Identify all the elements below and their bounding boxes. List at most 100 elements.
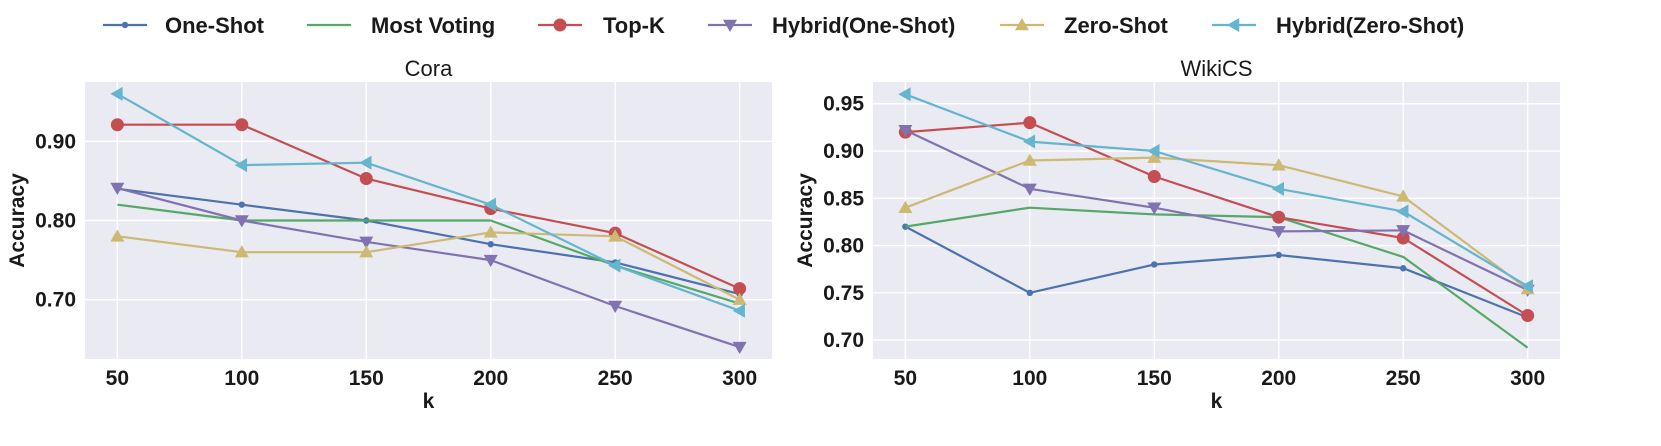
cora-point-one-shot-200 — [487, 241, 494, 248]
legend-item-hybrid-one-shot: Hybrid(One-Shot) — [708, 13, 955, 38]
wikics-series-hybrid-zero-shot — [898, 87, 1533, 294]
wikics-x-tick-50: 50 — [894, 367, 917, 390]
wikics-point-hybrid-one-shot-100 — [1022, 183, 1037, 196]
panel-wikics: 50 100 150 200 250 300 0.70 0.75 0.80 0.85 0.90 0.9… — [794, 56, 1560, 413]
wikics-x-tick-300: 300 — [1510, 367, 1545, 390]
cora-y-tick-0-90: 0.90 — [35, 130, 76, 153]
cora-line-zero-shot — [117, 231, 741, 301]
cora-point-hybrid-one-shot-200 — [483, 254, 498, 268]
wikics-point-hybrid-one-shot-150 — [1147, 202, 1162, 215]
legend-marker-top-k — [553, 18, 567, 32]
cora-x-axis-label: k — [423, 390, 435, 413]
cora-x-tick-150: 150 — [349, 367, 384, 390]
wikics-y-tick-0-95: 0.95 — [823, 93, 864, 116]
wikics-x-tick-100: 100 — [1012, 367, 1047, 390]
legend: One-Shot Most Voting Top-K Hybrid(One-Shot)… — [103, 13, 1464, 38]
cora-point-top-k-300 — [733, 282, 747, 296]
wikics-point-zero-shot-150 — [1147, 150, 1162, 163]
wikics-point-hybrid-zero-shot-200 — [1271, 181, 1284, 196]
legend-marker-hybrid-one-shot — [723, 19, 737, 32]
cora-line-one-shot — [117, 187, 740, 296]
cora-point-hybrid-zero-shot-150 — [359, 155, 372, 170]
wikics-y-tick-0-90: 0.90 — [823, 140, 864, 163]
wikics-point-one-shot-150 — [1151, 261, 1158, 268]
cora-point-zero-shot-250 — [608, 229, 623, 242]
legend-item-top-k: Top-K — [538, 13, 665, 38]
wikics-point-hybrid-zero-shot-100 — [1022, 134, 1036, 149]
wikics-series-top-k — [898, 116, 1535, 323]
cora-point-hybrid-zero-shot-200 — [483, 197, 496, 212]
cora-point-hybrid-one-shot-100 — [234, 215, 249, 228]
wikics-point-hybrid-one-shot-250 — [1396, 225, 1411, 238]
legend-item-hybrid-zero-shot: Hybrid(Zero-Shot) — [1212, 13, 1464, 38]
wikics-point-zero-shot-250 — [1396, 189, 1411, 202]
wikics-point-hybrid-zero-shot-250 — [1396, 204, 1409, 219]
wikics-line-zero-shot — [905, 156, 1529, 290]
wikics-x-axis-label: k — [1211, 390, 1223, 413]
wikics-point-hybrid-zero-shot-150 — [1147, 144, 1160, 159]
wikics-point-hybrid-one-shot-200 — [1271, 226, 1286, 239]
cora-x-tick-300: 300 — [722, 367, 757, 390]
cora-point-hybrid-zero-shot-250 — [608, 258, 621, 273]
wikics-point-top-k-300 — [1521, 309, 1535, 323]
panel-cora: 50 100 150 200 250 300 0.70 0.80 0.90 Cora k Accura… — [6, 56, 772, 413]
cora-line-hybrid-one-shot — [117, 187, 740, 349]
wikics-x-tick-150: 150 — [1137, 367, 1172, 390]
wikics-point-one-shot-250 — [1399, 265, 1407, 272]
wikics-line-hybrid-zero-shot — [905, 93, 1529, 288]
wikics-point-hybrid-zero-shot-50 — [898, 87, 911, 102]
legend-item-most-voting: Most Voting — [307, 13, 495, 38]
wikics-x-tick-250: 250 — [1386, 367, 1421, 390]
cora-x-tick-200: 200 — [473, 367, 508, 390]
legend-marker-hybrid-zero-shot — [1227, 18, 1240, 32]
cora-title: Cora — [405, 56, 453, 81]
cora-point-hybrid-one-shot-150 — [359, 236, 374, 249]
cora-y-tick-0-80: 0.80 — [35, 210, 76, 233]
cora-line-most-voting — [117, 203, 740, 305]
legend-label-hybrid-zero-shot: Hybrid(Zero-Shot) — [1276, 13, 1464, 38]
cora-x-tick-250: 250 — [598, 367, 633, 390]
cora-line-hybrid-zero-shot — [116, 92, 740, 312]
wikics-y-tick-0-75: 0.75 — [823, 282, 864, 305]
wikics-point-hybrid-zero-shot-300 — [1520, 279, 1533, 294]
cora-point-hybrid-zero-shot-100 — [234, 158, 248, 173]
wikics-line-hybrid-one-shot — [904, 129, 1529, 291]
legend-label-most-voting: Most Voting — [371, 13, 495, 38]
wikics-x-tick-200: 200 — [1261, 367, 1296, 390]
cora-point-hybrid-one-shot-300 — [732, 341, 747, 355]
wikics-point-top-k-250 — [1396, 231, 1410, 245]
cora-point-zero-shot-300 — [732, 292, 747, 305]
cora-point-one-shot-100 — [238, 201, 246, 208]
cora-point-hybrid-zero-shot-50 — [110, 86, 123, 101]
cora-point-hybrid-zero-shot-300 — [732, 303, 745, 318]
legend-label-one-shot: One-Shot — [165, 13, 265, 38]
wikics-point-top-k-150 — [1147, 170, 1161, 184]
wikics-line-most-voting — [905, 206, 1529, 349]
wikics-point-zero-shot-200 — [1271, 158, 1286, 171]
cora-series-zero-shot — [110, 225, 747, 305]
legend-marker-zero-shot — [1015, 18, 1029, 31]
cora-series-hybrid-zero-shot — [110, 86, 745, 318]
cora-point-zero-shot-100 — [234, 245, 249, 258]
wikics-y-tick-0-70: 0.70 — [823, 329, 864, 352]
cora-point-zero-shot-200 — [483, 225, 498, 238]
legend-label-zero-shot: Zero-Shot — [1064, 13, 1169, 38]
cora-x-tick-100: 100 — [224, 367, 259, 390]
wikics-line-one-shot — [904, 225, 1529, 319]
wikics-y-tick-0-85: 0.85 — [823, 187, 864, 210]
wikics-point-hybrid-one-shot-50 — [898, 124, 913, 138]
cora-point-top-k-100 — [235, 118, 249, 132]
wikics-point-top-k-200 — [1272, 210, 1286, 224]
legend-label-top-k: Top-K — [603, 13, 665, 38]
wikics-point-one-shot-50 — [902, 223, 909, 230]
wikics-y-axis-label: Accuracy — [794, 173, 817, 268]
legend-label-hybrid-one-shot: Hybrid(One-Shot) — [772, 13, 955, 38]
wikics-title: WikiCS — [1180, 56, 1252, 81]
cora-x-tick-50: 50 — [106, 367, 129, 390]
wikics-point-top-k-100 — [1023, 116, 1037, 130]
legend-item-one-shot: One-Shot — [103, 13, 265, 38]
cora-line-top-k — [117, 123, 741, 290]
cora-y-tick-0-70: 0.70 — [35, 289, 76, 312]
cora-point-zero-shot-50 — [110, 229, 125, 242]
